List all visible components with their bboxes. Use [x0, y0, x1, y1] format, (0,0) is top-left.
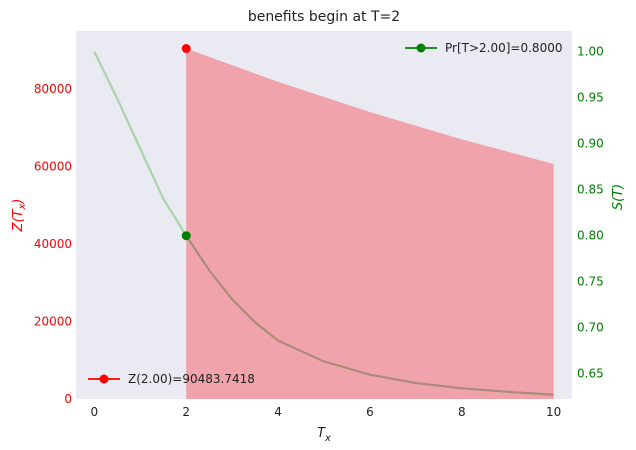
y-right-tick-label: 0.90: [577, 137, 604, 151]
x-tick-label: 0: [91, 405, 99, 419]
x-axis-label-sub: x: [324, 433, 331, 444]
y-right-tick-label: 1.00: [577, 45, 604, 59]
y-right-tick-label: 0.75: [577, 275, 604, 289]
marker-point-1: [181, 231, 191, 241]
legend-entry-0: Pr[T>2.00]=0.8000: [405, 41, 562, 55]
x-tick-label: 10: [546, 405, 561, 419]
area-series-0: [186, 48, 554, 399]
y-right-tick-label: 0.65: [577, 367, 604, 381]
y-left-tick-label: 80000: [34, 82, 72, 96]
y-right-tick-label: 0.70: [577, 321, 604, 335]
y-left-tick-label: 60000: [34, 160, 72, 174]
x-tick-label: 2: [182, 405, 190, 419]
line-layer: [93, 51, 554, 396]
y-right-tick-label: 0.85: [577, 183, 604, 197]
legend-marker: [99, 374, 109, 384]
x-axis-label: Tx: [317, 426, 331, 444]
legend-label: Z(2.00)=90483.7418: [128, 372, 255, 386]
chart-title: benefits begin at T=2: [248, 9, 400, 25]
y-left-tick-label: 40000: [34, 237, 72, 251]
line-series-2: [185, 235, 554, 396]
y-right-tick-label: 0.80: [577, 229, 604, 243]
y-axis-right-label: S(T): [611, 184, 626, 210]
y-axis-right: 0.65 0.70 0.75 0.80 0.85 0.90 0.95 1.00: [577, 45, 604, 381]
y-left-tick-label: 0: [64, 392, 72, 406]
area-layer: [186, 48, 554, 399]
x-axis: 0 2 4 6 8 10: [91, 405, 562, 419]
x-tick-label: 4: [274, 405, 282, 419]
legend: Pr[T>2.00]=0.8000 Z(2.00)=90483.7418: [88, 41, 562, 386]
x-axis-label-main: T: [317, 426, 326, 441]
y-axis-left: 0 20000 40000 60000 80000: [34, 82, 72, 406]
marker-point-0: [181, 43, 191, 53]
legend-marker: [416, 43, 426, 53]
y-left-tick-label: 20000: [34, 315, 72, 329]
y-axis-left-label: Z(Tx): [11, 199, 28, 233]
y-right-tick-label: 0.95: [577, 91, 604, 105]
x-tick-label: 6: [366, 405, 374, 419]
x-tick-label: 8: [458, 405, 466, 419]
legend-label: Pr[T>2.00]=0.8000: [445, 41, 562, 55]
legend-entry-1: Z(2.00)=90483.7418: [88, 372, 255, 386]
marker-layer: [181, 43, 191, 241]
